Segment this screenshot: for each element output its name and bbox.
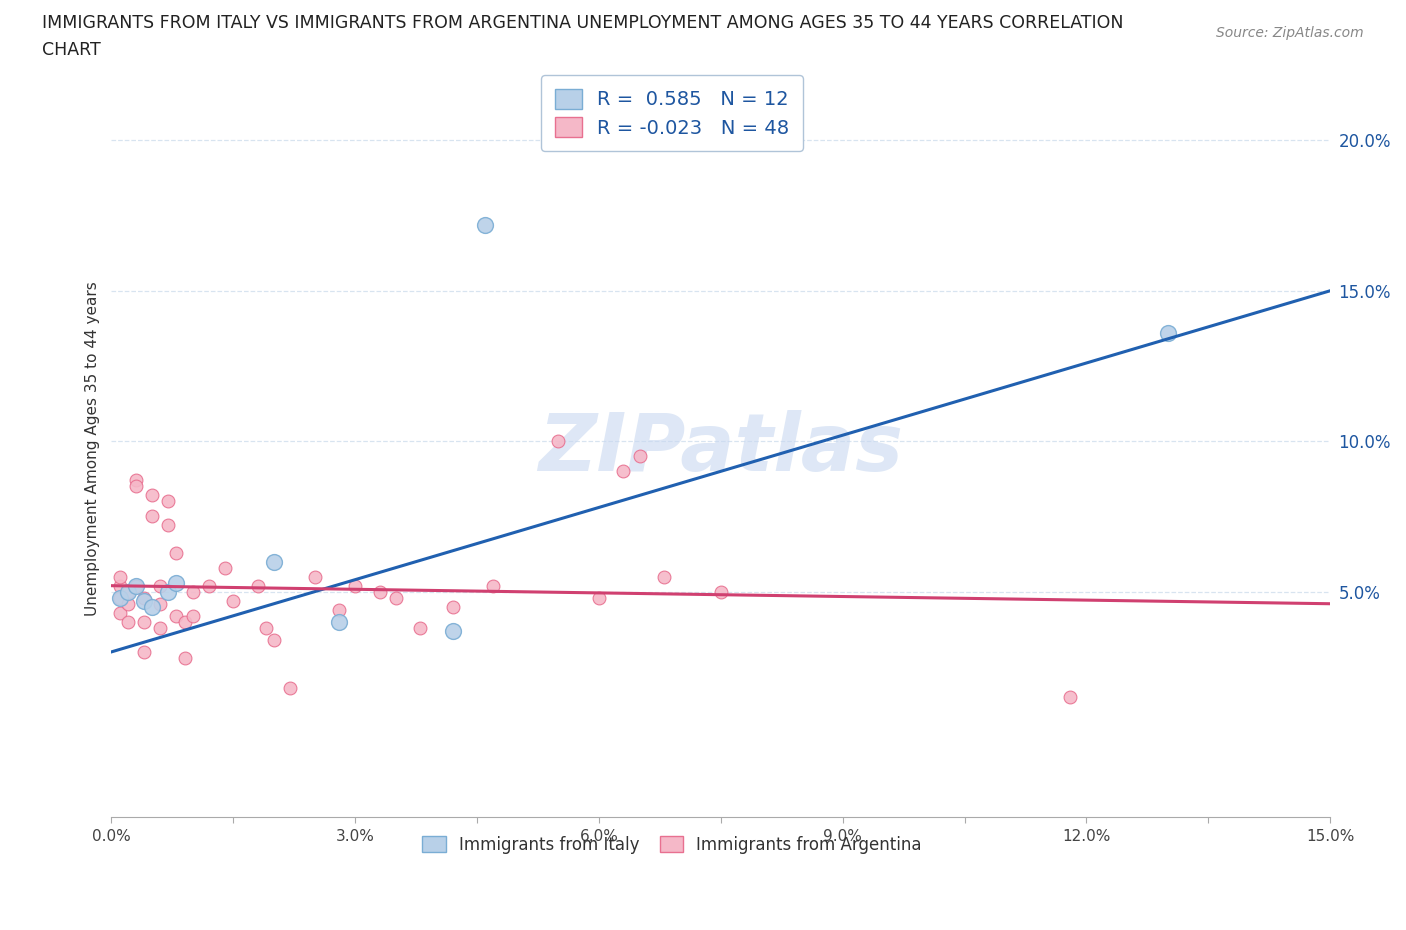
Point <box>125 479 148 494</box>
Point <box>384 591 406 605</box>
Text: ZIPatlas: ZIPatlas <box>538 410 903 487</box>
Point <box>482 578 505 593</box>
Point <box>441 623 464 638</box>
Point <box>132 644 155 659</box>
Point <box>328 615 350 630</box>
Text: CHART: CHART <box>42 41 101 59</box>
Point <box>141 599 163 614</box>
Point <box>547 433 569 448</box>
Point <box>198 578 221 593</box>
Point <box>344 578 367 593</box>
Point <box>328 603 350 618</box>
Point <box>214 560 236 575</box>
Point <box>165 545 187 560</box>
Point <box>108 591 131 605</box>
Point <box>141 509 163 524</box>
Point <box>1156 326 1178 340</box>
Point <box>409 620 432 635</box>
Point <box>132 615 155 630</box>
Point <box>181 608 204 623</box>
Point <box>173 615 195 630</box>
Point <box>710 584 733 599</box>
Point <box>246 578 269 593</box>
Point <box>117 615 139 630</box>
Point <box>149 620 172 635</box>
Point <box>108 578 131 593</box>
Point <box>108 605 131 620</box>
Point <box>108 569 131 584</box>
Text: IMMIGRANTS FROM ITALY VS IMMIGRANTS FROM ARGENTINA UNEMPLOYMENT AMONG AGES 35 TO: IMMIGRANTS FROM ITALY VS IMMIGRANTS FROM… <box>42 14 1123 32</box>
Point <box>441 599 464 614</box>
Point <box>1059 689 1081 704</box>
Point <box>263 554 285 569</box>
Point <box>141 488 163 503</box>
Point <box>132 591 155 605</box>
Point <box>263 632 285 647</box>
Point <box>304 569 326 584</box>
Point <box>628 449 651 464</box>
Point <box>474 217 496 232</box>
Point <box>149 578 172 593</box>
Point <box>612 464 634 479</box>
Point <box>222 593 245 608</box>
Point <box>181 584 204 599</box>
Point <box>588 591 610 605</box>
Point <box>278 681 301 696</box>
Point <box>125 578 148 593</box>
Point <box>132 593 155 608</box>
Point <box>157 494 180 509</box>
Point <box>157 584 180 599</box>
Point <box>165 576 187 591</box>
Point <box>368 584 391 599</box>
Point <box>652 569 675 584</box>
Point <box>254 620 277 635</box>
Legend: Immigrants from Italy, Immigrants from Argentina: Immigrants from Italy, Immigrants from A… <box>416 830 928 860</box>
Y-axis label: Unemployment Among Ages 35 to 44 years: Unemployment Among Ages 35 to 44 years <box>86 282 100 617</box>
Point <box>173 650 195 665</box>
Point <box>117 584 139 599</box>
Text: Source: ZipAtlas.com: Source: ZipAtlas.com <box>1216 26 1364 40</box>
Point <box>125 473 148 488</box>
Point <box>117 596 139 611</box>
Point <box>108 591 131 605</box>
Point <box>165 608 187 623</box>
Point <box>149 596 172 611</box>
Point <box>117 584 139 599</box>
Point <box>157 518 180 533</box>
Point <box>125 578 148 593</box>
